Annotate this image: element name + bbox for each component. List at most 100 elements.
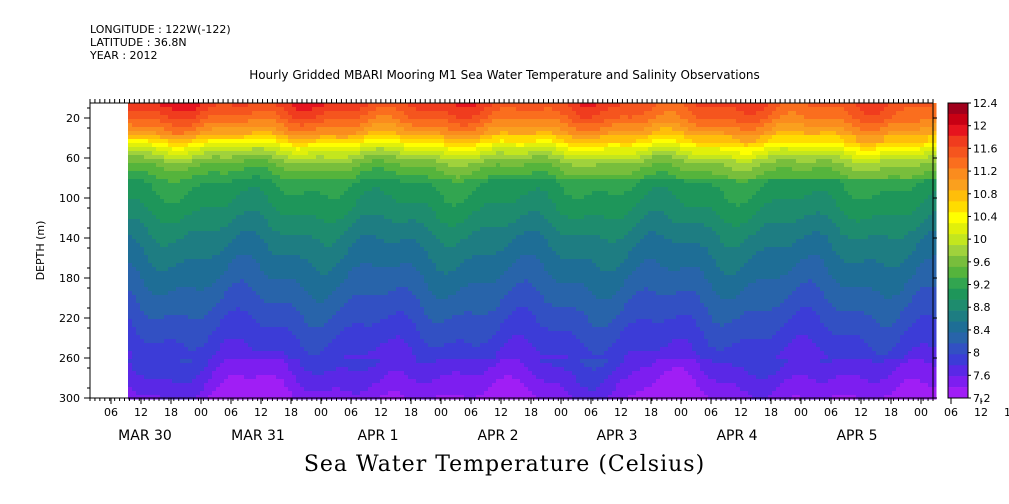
heatmap-cell bbox=[356, 335, 361, 340]
heatmap-cell bbox=[320, 299, 325, 304]
heatmap-cell bbox=[256, 299, 261, 304]
heatmap-cell bbox=[332, 291, 337, 296]
heatmap-cell bbox=[272, 255, 277, 260]
heatmap-cell bbox=[140, 351, 145, 356]
heatmap-cell bbox=[272, 379, 277, 384]
heatmap-cell bbox=[220, 339, 225, 344]
heatmap-cell bbox=[260, 367, 265, 372]
heatmap-cell bbox=[196, 207, 201, 212]
heatmap-cell bbox=[224, 143, 229, 148]
heatmap-cell bbox=[156, 271, 161, 276]
heatmap-cell bbox=[196, 103, 201, 108]
heatmap-cell bbox=[276, 363, 281, 368]
heatmap-cell bbox=[364, 359, 369, 364]
heatmap-cell bbox=[356, 175, 361, 180]
heatmap-cell bbox=[236, 179, 241, 184]
heatmap-cell bbox=[196, 119, 201, 124]
heatmap-cell bbox=[352, 331, 357, 336]
heatmap-cell bbox=[132, 339, 137, 344]
heatmap-cell bbox=[148, 351, 153, 356]
heatmap-cell bbox=[220, 115, 225, 120]
heatmap-cell bbox=[304, 327, 309, 332]
heatmap-cell bbox=[292, 359, 297, 364]
heatmap-cell bbox=[180, 315, 185, 320]
heatmap-cell bbox=[168, 215, 173, 220]
heatmap-cell bbox=[284, 127, 289, 132]
heatmap-cell bbox=[228, 187, 233, 192]
heatmap-cell bbox=[228, 275, 233, 280]
heatmap-cell bbox=[196, 343, 201, 348]
heatmap-cell bbox=[296, 211, 301, 216]
heatmap-cell bbox=[212, 387, 217, 392]
heatmap-cell bbox=[140, 275, 145, 280]
heatmap-cell bbox=[196, 331, 201, 336]
heatmap-cell bbox=[188, 323, 193, 328]
heatmap-cell bbox=[248, 235, 253, 240]
heatmap-cell bbox=[228, 323, 233, 328]
heatmap-cell bbox=[172, 147, 177, 152]
heatmap-cell bbox=[256, 283, 261, 288]
heatmap-cell bbox=[208, 327, 213, 332]
heatmap-cell bbox=[308, 347, 313, 352]
heatmap-cell bbox=[264, 327, 269, 332]
heatmap-cell bbox=[368, 375, 373, 380]
heatmap-cell bbox=[156, 311, 161, 316]
heatmap-cell bbox=[136, 287, 141, 292]
heatmap-cell bbox=[356, 319, 361, 324]
heatmap-cell bbox=[132, 235, 137, 240]
heatmap-cell bbox=[168, 267, 173, 272]
heatmap-cell bbox=[280, 259, 285, 264]
heatmap-cell bbox=[256, 339, 261, 344]
heatmap-cell bbox=[392, 223, 397, 228]
heatmap-cell bbox=[140, 159, 145, 164]
heatmap-cell bbox=[276, 147, 281, 152]
heatmap-cell bbox=[260, 219, 265, 224]
heatmap-cell bbox=[380, 395, 385, 400]
heatmap-cell bbox=[216, 335, 221, 340]
heatmap-cell bbox=[360, 315, 365, 320]
heatmap-cell bbox=[392, 395, 397, 400]
heatmap-cell bbox=[196, 139, 201, 144]
heatmap-cell bbox=[348, 279, 353, 284]
heatmap-cell bbox=[304, 291, 309, 296]
heatmap-cell bbox=[332, 311, 337, 316]
heatmap-cell bbox=[280, 231, 285, 236]
heatmap-cell bbox=[200, 219, 205, 224]
heatmap-cell bbox=[196, 303, 201, 308]
heatmap-cell bbox=[308, 223, 313, 228]
heatmap-cell bbox=[160, 351, 165, 356]
heatmap-cell bbox=[284, 271, 289, 276]
heatmap-cell bbox=[152, 275, 157, 280]
heatmap-cell bbox=[244, 207, 249, 212]
heatmap-cell bbox=[156, 223, 161, 228]
heatmap-cell bbox=[132, 175, 137, 180]
heatmap-cell bbox=[228, 143, 233, 148]
heatmap-cell bbox=[304, 151, 309, 156]
heatmap-cell bbox=[148, 323, 153, 328]
heatmap-cell bbox=[244, 103, 249, 108]
heatmap-cell bbox=[360, 155, 365, 160]
heatmap-cell bbox=[188, 247, 193, 252]
heatmap-cell bbox=[212, 371, 217, 376]
heatmap-cell bbox=[372, 103, 377, 108]
heatmap-cell bbox=[276, 131, 281, 136]
heatmap-cell bbox=[200, 331, 205, 336]
heatmap-cell bbox=[324, 179, 329, 184]
heatmap-cell bbox=[212, 383, 217, 388]
heatmap-cell bbox=[164, 163, 169, 168]
heatmap-cell bbox=[136, 331, 141, 336]
heatmap-cell bbox=[272, 359, 277, 364]
heatmap-cell bbox=[360, 275, 365, 280]
heatmap-cell bbox=[212, 227, 217, 232]
heatmap-cell bbox=[364, 303, 369, 308]
heatmap-cell bbox=[332, 211, 337, 216]
heatmap-cell bbox=[296, 191, 301, 196]
heatmap-cell bbox=[156, 127, 161, 132]
heatmap-cell bbox=[384, 111, 389, 116]
heatmap-cell bbox=[236, 259, 241, 264]
heatmap-cell bbox=[236, 335, 241, 340]
heatmap-cell bbox=[388, 203, 393, 208]
heatmap-cell bbox=[348, 183, 353, 188]
heatmap-cell bbox=[300, 219, 305, 224]
heatmap-cell bbox=[344, 291, 349, 296]
